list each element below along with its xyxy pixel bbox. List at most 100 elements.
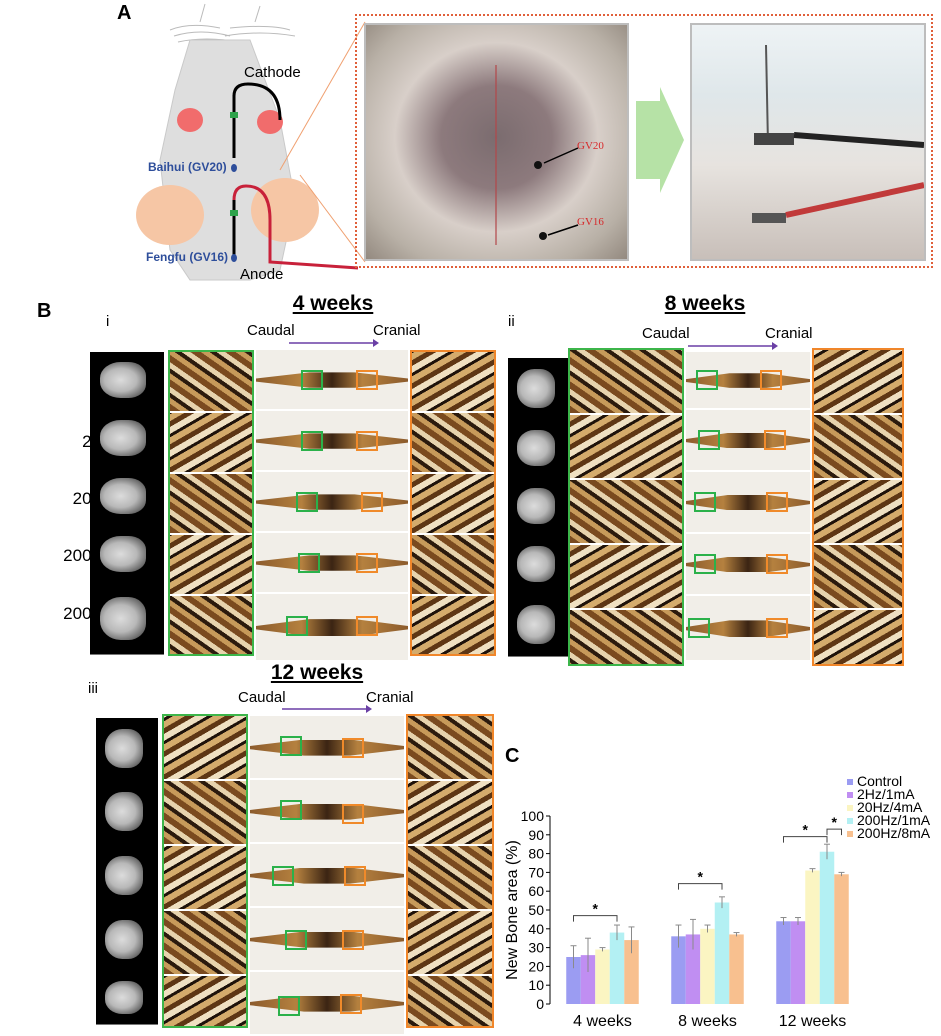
significance-bracket xyxy=(678,883,723,890)
legend-swatch xyxy=(847,779,853,785)
histology-strips-12w xyxy=(250,716,404,1036)
week-12-title: 12 weeks xyxy=(270,661,364,684)
anode-label: Anode xyxy=(240,266,284,283)
ct-image xyxy=(96,972,158,1025)
significance-bracket xyxy=(783,836,828,843)
ct-image xyxy=(96,908,158,973)
y-tick-label: 50 xyxy=(528,902,544,918)
y-axis-title: New Bone area (%) xyxy=(504,840,521,980)
legend-label: Control xyxy=(857,773,902,789)
cranial-magnified-column xyxy=(812,348,904,666)
direction-arrow-icon xyxy=(688,342,778,350)
legend-swatch xyxy=(847,818,853,824)
bar xyxy=(700,928,715,1004)
acupoint-fengfu-label: Fengfu (GV16) xyxy=(146,250,229,264)
caudal-magnified-column xyxy=(568,348,684,666)
significance-star: * xyxy=(803,822,809,838)
bar xyxy=(729,934,744,1004)
x-tick-label: 8 weeks xyxy=(678,1013,737,1030)
y-tick-label: 0 xyxy=(536,996,544,1012)
ct-image xyxy=(96,718,158,781)
significance-star: * xyxy=(832,814,838,830)
ct-image xyxy=(90,468,164,527)
ct-image xyxy=(96,844,158,909)
x-tick-label: 4 weeks xyxy=(573,1013,632,1030)
legend-swatch xyxy=(847,805,853,811)
y-tick-label: 10 xyxy=(528,977,544,993)
bar xyxy=(819,851,835,1004)
subpanel-iii-label: iii xyxy=(88,680,98,697)
ct-image xyxy=(90,526,164,585)
caudal-label-4w: Caudal xyxy=(247,322,295,339)
y-tick-label: 90 xyxy=(528,827,544,843)
bar xyxy=(671,936,686,1004)
cathode-label: Cathode xyxy=(244,64,301,81)
y-tick-label: 100 xyxy=(521,808,545,824)
legend-swatch xyxy=(847,831,853,837)
caudal-magnified-column xyxy=(162,714,248,1028)
subpanel-ii-label: ii xyxy=(508,313,515,330)
y-tick-label: 70 xyxy=(528,864,544,880)
ct-image xyxy=(96,780,158,845)
bar xyxy=(776,921,791,1004)
histology-strips-8w xyxy=(686,352,810,662)
ct-image xyxy=(90,584,164,655)
cranial-label-12w: Cranial xyxy=(366,689,414,706)
significance-bracket xyxy=(826,828,842,836)
bar xyxy=(714,902,730,1004)
ct-image xyxy=(508,536,570,595)
bar xyxy=(790,921,806,1004)
bar xyxy=(624,940,639,1004)
legend-label: 20Hz/4mA xyxy=(857,799,923,815)
panel-c-letter: C xyxy=(505,745,520,767)
ct-image xyxy=(508,478,570,537)
panel-b-letter: B xyxy=(37,300,52,322)
direction-arrow-icon xyxy=(282,705,372,713)
bar xyxy=(609,932,625,1004)
subpanel-i-label: i xyxy=(106,313,110,330)
caudal-label-12w: Caudal xyxy=(238,689,286,706)
surgical-photo xyxy=(364,23,629,261)
bar xyxy=(595,949,610,1004)
legend-label: 2Hz/1mA xyxy=(857,786,915,802)
y-tick-label: 60 xyxy=(528,883,544,899)
ct-image xyxy=(508,358,570,421)
caudal-label-8w: Caudal xyxy=(642,325,690,342)
ct-image xyxy=(90,410,164,469)
significance-star: * xyxy=(698,869,704,885)
significance-bracket xyxy=(573,915,618,922)
rat-head-diagram xyxy=(136,3,366,281)
cranial-label-4w: Cranial xyxy=(373,322,421,339)
ct-image xyxy=(90,352,164,411)
bar xyxy=(685,934,701,1004)
y-tick-label: 40 xyxy=(528,921,544,937)
cranial-label-8w: Cranial xyxy=(765,325,813,342)
cranial-magnified-column xyxy=(406,714,494,1028)
bar xyxy=(566,957,581,1004)
y-tick-label: 30 xyxy=(528,940,544,956)
new-bone-area-chart: Control2Hz/1mA20Hz/4mA200Hz/1mA200Hz/8mA… xyxy=(504,773,931,1030)
caudal-magnified-column xyxy=(168,350,254,656)
ct-image xyxy=(508,594,570,657)
legend-swatch xyxy=(847,792,853,798)
week-4-title: 4 weeks xyxy=(292,292,374,315)
stimulation-photo xyxy=(690,23,926,261)
week-8-title: 8 weeks xyxy=(664,292,746,315)
legend-label: 200Hz/1mA xyxy=(857,812,931,828)
y-tick-label: 20 xyxy=(528,958,544,974)
arrow-right-icon xyxy=(636,87,684,193)
significance-star: * xyxy=(593,901,599,917)
bar xyxy=(834,874,849,1004)
y-tick-label: 80 xyxy=(528,846,544,862)
legend-label: 200Hz/8mA xyxy=(857,825,931,841)
zoom-frame xyxy=(355,14,933,268)
bar xyxy=(580,955,596,1004)
panel-a-letter: A xyxy=(117,2,132,24)
photo-label-gv16: GV16 xyxy=(577,216,604,228)
histology-strips-4w xyxy=(256,350,408,662)
bar xyxy=(805,870,820,1004)
direction-arrow-icon xyxy=(289,339,379,347)
acupoint-baihui-label: Baihui (GV20) xyxy=(148,160,227,174)
photo-label-gv20: GV20 xyxy=(577,140,604,152)
ct-image xyxy=(508,420,570,479)
